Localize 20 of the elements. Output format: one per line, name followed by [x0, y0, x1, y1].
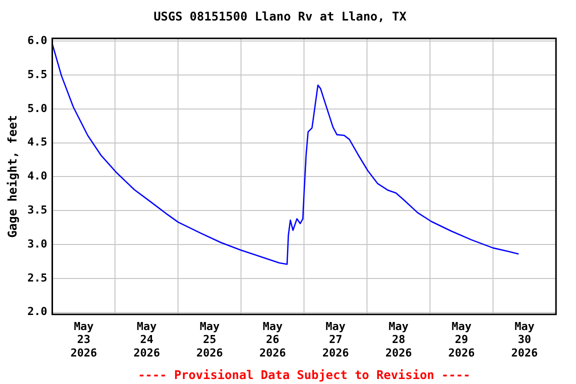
y-axis-title: Gage height, feet	[5, 114, 20, 238]
x-tick-label: May 24 2026	[133, 320, 160, 360]
y-tick-label: 4.0	[27, 170, 48, 183]
y-tick-label: 5.5	[27, 68, 48, 81]
x-tick-label: May 25 2026	[196, 320, 224, 360]
x-tick-label: May 28 2026	[385, 320, 412, 360]
y-tick-label: 3.0	[27, 237, 48, 250]
chart-title: USGS 08151500 Llano Rv at Llano, TX	[154, 9, 408, 24]
y-tick-label: 2.0	[27, 305, 48, 318]
y-tick-label: 5.0	[27, 102, 48, 115]
y-tick-label: 3.5	[27, 204, 48, 217]
text: ---- Provisional Data Subject to Revision ----	[138, 368, 470, 382]
y-tick-label: 2.5	[27, 271, 48, 284]
x-tick-label: May 26 2026	[259, 320, 286, 360]
x-tick-label: May 29 2026	[448, 320, 476, 360]
x-tick-label: May 27 2026	[322, 320, 350, 360]
y-tick-label: 6.0	[27, 34, 48, 47]
y-tick-label: 4.5	[27, 136, 48, 149]
x-tick-label: May 30 2026	[511, 320, 538, 360]
x-tick-label: May 23 2026	[70, 320, 98, 360]
